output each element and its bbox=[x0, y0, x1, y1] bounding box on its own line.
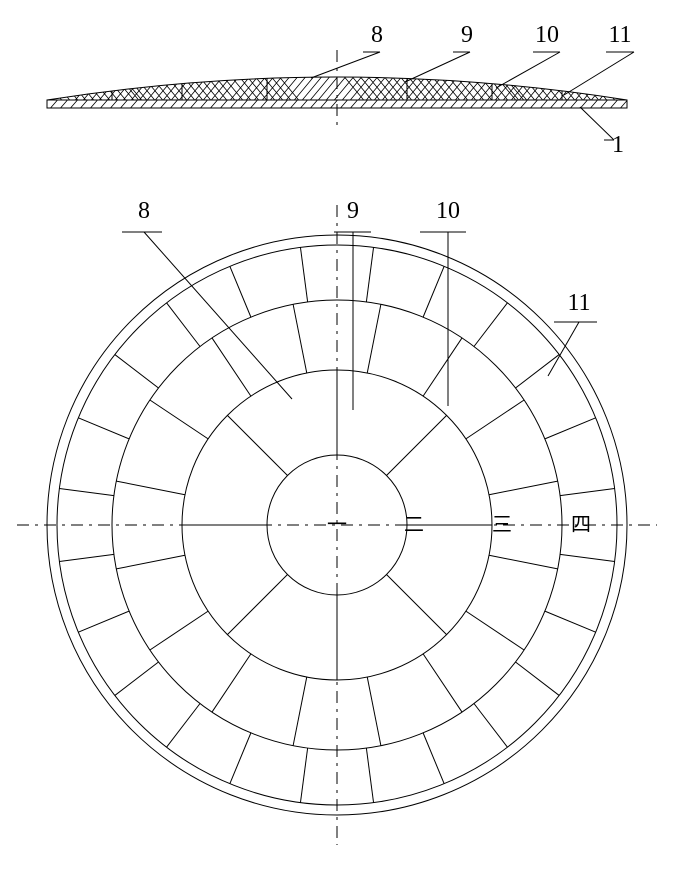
dome-hatch bbox=[0, 56, 650, 104]
seg-line bbox=[516, 355, 560, 388]
seg-line bbox=[423, 654, 462, 712]
seg-line bbox=[466, 611, 524, 650]
seg-line bbox=[115, 662, 159, 695]
label-p10: 10 bbox=[436, 198, 460, 224]
seg-line bbox=[366, 748, 373, 803]
seg-line bbox=[78, 611, 129, 632]
seg-line bbox=[116, 555, 185, 569]
seg-line bbox=[59, 488, 114, 495]
seg-line bbox=[386, 415, 446, 475]
plan-view: 8 9 10 11 一 二 三 四 bbox=[17, 198, 657, 845]
label-l1: 1 bbox=[612, 132, 624, 158]
seg-line bbox=[227, 415, 287, 475]
leader-p11 bbox=[548, 322, 579, 376]
seg-line bbox=[423, 338, 462, 396]
seg-line bbox=[466, 400, 524, 439]
seg-line bbox=[116, 481, 185, 495]
seg-line bbox=[167, 303, 200, 347]
seg-line bbox=[367, 677, 381, 746]
seg-line bbox=[516, 662, 560, 695]
seg-line bbox=[293, 304, 307, 373]
ring-mark-2: 二 bbox=[404, 514, 424, 536]
seg-line bbox=[386, 574, 446, 634]
seg-line bbox=[423, 266, 444, 317]
seg-line bbox=[474, 303, 507, 347]
seg-line bbox=[227, 574, 287, 634]
seg-line bbox=[560, 488, 615, 495]
seg-line bbox=[150, 400, 208, 439]
seg-line bbox=[230, 266, 251, 317]
figure: 8910111891011一二三四 bbox=[0, 0, 675, 891]
leader-l8 bbox=[311, 52, 380, 78]
seg-line bbox=[212, 654, 251, 712]
leader-l11 bbox=[564, 52, 634, 95]
leader-l10 bbox=[496, 52, 560, 88]
seg-line bbox=[167, 704, 200, 748]
seg-line bbox=[150, 611, 208, 650]
seg-line bbox=[59, 554, 114, 561]
seg-line bbox=[366, 247, 373, 302]
label-l11: 11 bbox=[608, 22, 631, 48]
seg-line bbox=[300, 247, 307, 302]
label-l10: 10 bbox=[535, 22, 559, 48]
ring-mark-4: 四 bbox=[571, 514, 591, 536]
label-p11: 11 bbox=[567, 290, 590, 316]
leader-l1 bbox=[580, 107, 614, 140]
leader-p8 bbox=[144, 232, 292, 399]
seg-line bbox=[293, 677, 307, 746]
seg-line bbox=[560, 554, 615, 561]
label-l8: 8 bbox=[371, 22, 383, 48]
seg-line bbox=[423, 733, 444, 784]
seg-line bbox=[545, 611, 596, 632]
seg-line bbox=[474, 704, 507, 748]
seg-line bbox=[489, 555, 558, 569]
ring-mark-3: 三 bbox=[492, 514, 512, 536]
label-p8: 8 bbox=[138, 198, 150, 224]
seg-line bbox=[78, 418, 129, 439]
label-p9: 9 bbox=[347, 198, 359, 224]
seg-line bbox=[367, 304, 381, 373]
label-l9: 9 bbox=[461, 22, 473, 48]
seg-line bbox=[545, 418, 596, 439]
cross-section: 8910111 bbox=[0, 22, 651, 158]
seg-line bbox=[489, 481, 558, 495]
seg-line bbox=[115, 355, 159, 388]
seg-line bbox=[230, 733, 251, 784]
leader-l9 bbox=[405, 52, 470, 82]
ring-mark-1: 一 bbox=[327, 514, 347, 536]
seg-line bbox=[300, 748, 307, 803]
